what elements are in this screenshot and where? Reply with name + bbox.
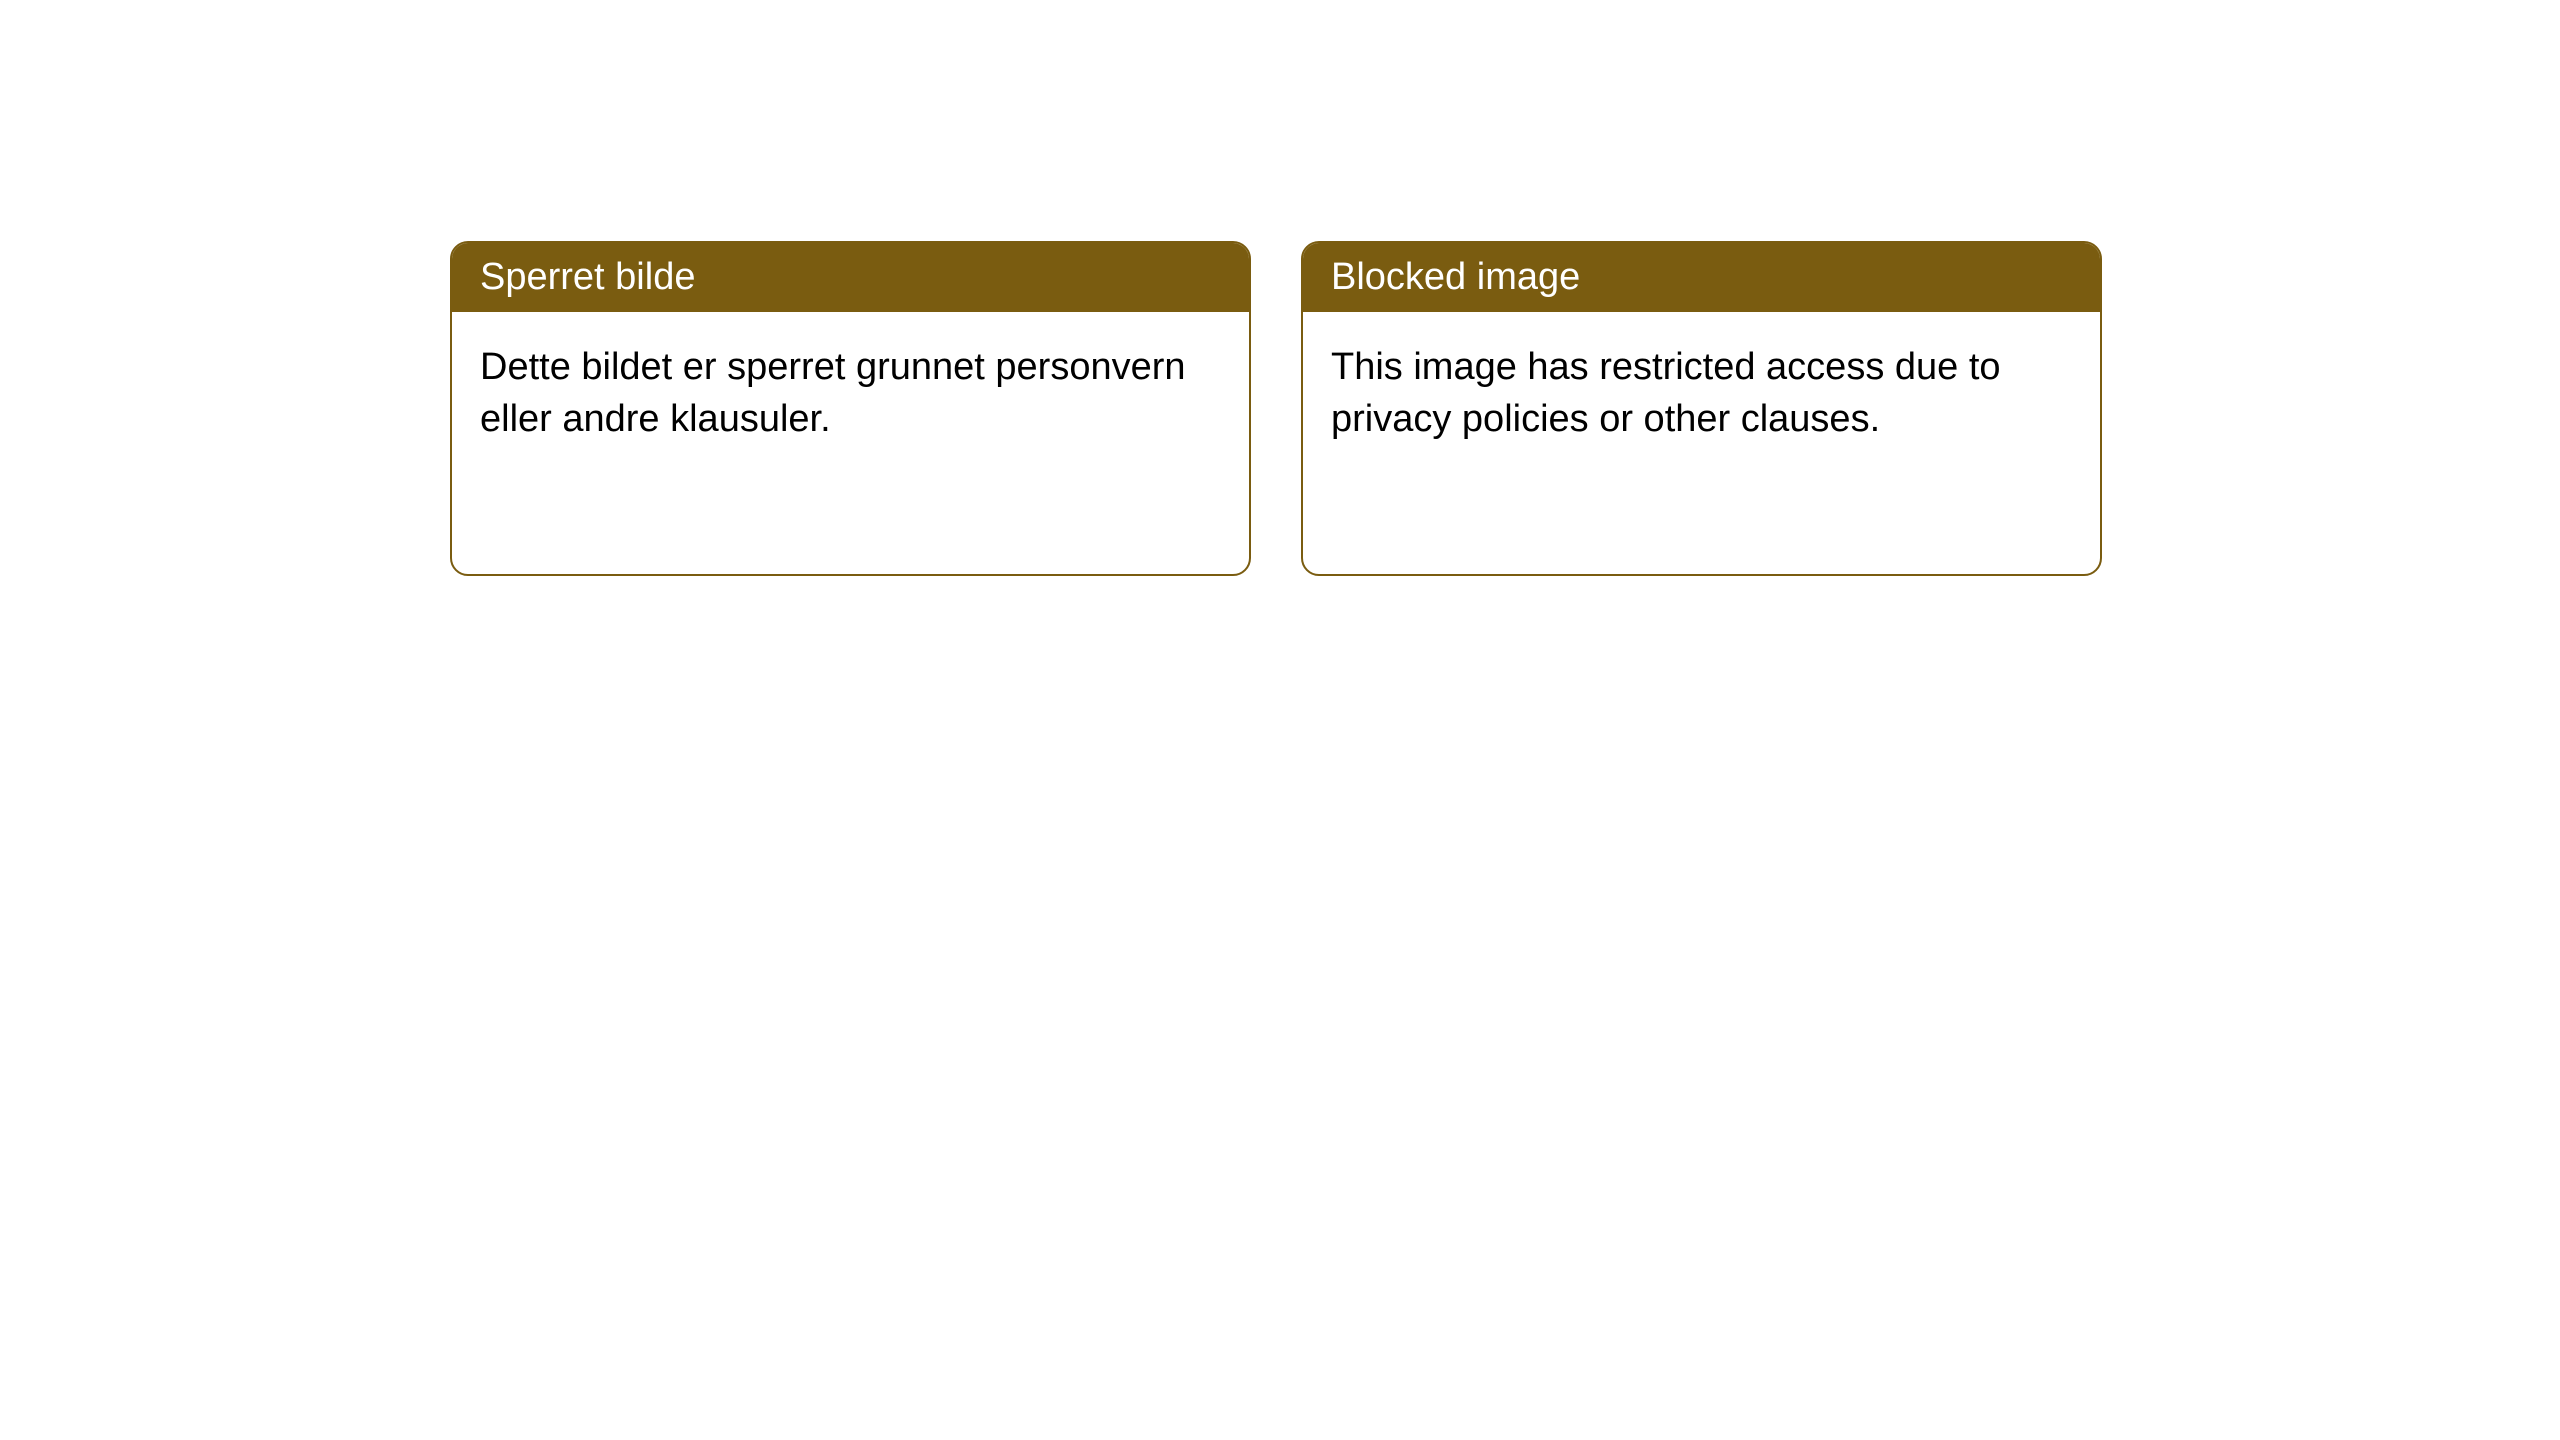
card-text-en: This image has restricted access due to … [1331,346,2001,439]
card-body-en: This image has restricted access due to … [1303,312,2100,475]
blocked-image-card-no: Sperret bilde Dette bildet er sperret gr… [450,241,1251,576]
card-title-en: Blocked image [1331,256,1580,298]
card-text-no: Dette bildet er sperret grunnet personve… [480,346,1186,439]
blocked-image-card-en: Blocked image This image has restricted … [1301,241,2102,576]
card-body-no: Dette bildet er sperret grunnet personve… [452,312,1249,475]
notice-cards-container: Sperret bilde Dette bildet er sperret gr… [450,241,2102,576]
card-header-en: Blocked image [1303,243,2100,312]
card-title-no: Sperret bilde [480,256,695,298]
card-header-no: Sperret bilde [452,243,1249,312]
